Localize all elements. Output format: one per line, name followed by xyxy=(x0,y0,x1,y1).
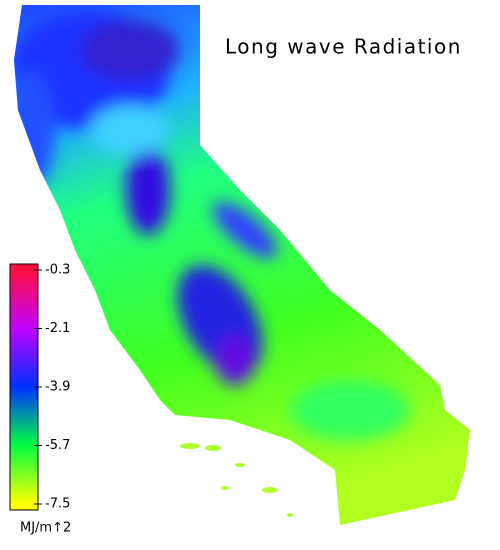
colorbar-unit: MJ/m↑2 xyxy=(20,521,71,536)
islands xyxy=(180,443,293,517)
map-title: Long wave Radiation xyxy=(225,35,462,59)
colorbar-tick-label: -2.1 xyxy=(45,321,70,336)
colorbar-tick-label: -5.7 xyxy=(45,438,70,453)
colorbar-tick-label: -3.9 xyxy=(45,380,70,395)
colorbar-tick-label: -0.3 xyxy=(45,263,70,278)
colorbar xyxy=(9,263,39,511)
colorbar-tick-label: -7.5 xyxy=(45,497,70,512)
